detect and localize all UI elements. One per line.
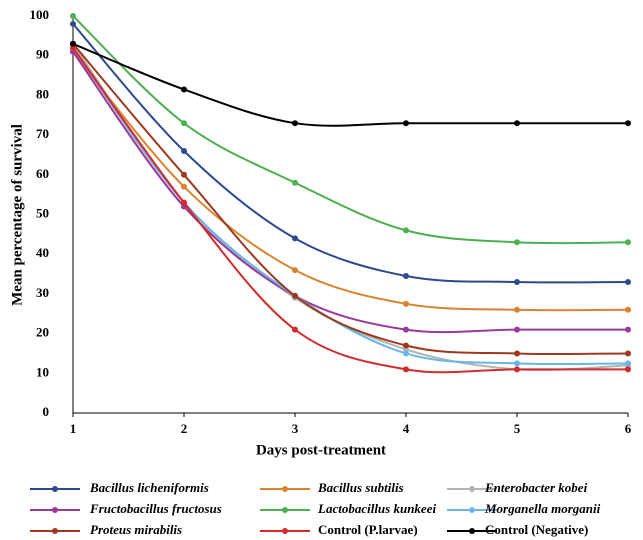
legend-marker <box>52 507 58 513</box>
data-point <box>514 306 520 313</box>
x-tick-label: 6 <box>625 421 632 436</box>
legend-label: Bacillus subtilis <box>317 480 404 495</box>
data-point <box>514 366 520 373</box>
data-point <box>625 120 631 127</box>
series-line <box>72 51 628 334</box>
data-point <box>292 179 298 186</box>
data-point <box>625 239 631 246</box>
data-point <box>403 300 409 307</box>
series-line <box>72 15 629 245</box>
legend-label: Morganella morganii <box>484 501 601 516</box>
y-tick-label: 70 <box>36 126 49 141</box>
data-point <box>181 183 187 190</box>
y-tick-label: 0 <box>43 404 50 419</box>
legend-marker <box>282 507 288 513</box>
data-point <box>181 199 187 206</box>
legend-marker <box>282 486 288 492</box>
data-point <box>403 350 409 357</box>
x-tick-label: 4 <box>403 421 410 436</box>
y-tick-label: 50 <box>36 205 49 220</box>
legend-marker <box>469 486 475 492</box>
y-tick-label: 30 <box>36 285 49 300</box>
data-point <box>514 278 520 285</box>
data-point <box>514 120 520 127</box>
x-axis-label: Days post-treatment <box>256 442 386 458</box>
y-tick-label: 90 <box>36 47 49 62</box>
y-tick-label: 80 <box>36 86 49 101</box>
x-tick-label: 1 <box>70 421 77 436</box>
legend-label: Lactobacillus kunkeei <box>317 501 436 516</box>
data-point <box>292 235 298 242</box>
data-point <box>403 227 409 234</box>
data-point <box>514 326 520 333</box>
series-line <box>72 43 629 356</box>
data-point <box>181 171 187 178</box>
legend-marker <box>52 528 58 534</box>
data-point <box>403 366 409 373</box>
series-line <box>72 23 629 284</box>
data-point <box>514 239 520 246</box>
legend-marker <box>282 528 288 534</box>
data-point <box>292 120 298 127</box>
legend-label: Bacillus licheniformis <box>89 480 209 495</box>
y-tick-label: 20 <box>36 325 49 340</box>
series-line <box>72 43 629 372</box>
data-point <box>625 326 631 333</box>
series-line <box>72 51 629 312</box>
data-point <box>181 86 187 93</box>
data-point <box>625 306 631 313</box>
legend-label: Proteus mirabilis <box>90 522 182 537</box>
legend-label: Enterobacter kobei <box>484 480 588 495</box>
data-point <box>403 273 409 280</box>
data-point <box>292 326 298 333</box>
data-point <box>514 360 520 367</box>
y-tick-label: 100 <box>30 7 50 22</box>
data-point <box>625 278 631 285</box>
data-point <box>625 360 631 367</box>
data-point <box>70 20 76 27</box>
data-point <box>403 326 409 333</box>
x-tick-label: 2 <box>181 421 188 436</box>
y-tick-label: 10 <box>36 364 49 379</box>
legend-marker <box>469 507 475 513</box>
y-axis-label: Mean percentage of survival <box>9 124 25 306</box>
y-tick-label: 60 <box>36 166 49 181</box>
data-point <box>625 350 631 357</box>
data-point <box>514 350 520 357</box>
x-tick-label: 5 <box>514 421 521 436</box>
data-point <box>181 147 187 154</box>
data-point <box>625 366 631 373</box>
data-point <box>70 13 76 19</box>
data-point <box>181 120 187 127</box>
x-tick-label: 3 <box>292 421 299 436</box>
y-tick-label: 40 <box>36 245 49 260</box>
legend-label: Control (Negative) <box>485 522 588 537</box>
data-point <box>292 267 298 274</box>
series-line <box>72 47 629 366</box>
data-point <box>70 40 76 47</box>
legend-marker <box>469 528 475 534</box>
data-point <box>292 292 298 299</box>
data-point <box>403 342 409 349</box>
legend-label: Control (P.larvae) <box>318 522 418 537</box>
legend-marker <box>52 486 58 492</box>
series-line <box>72 42 628 127</box>
legend-label: Fructobacillus fructosus <box>89 501 222 516</box>
data-point <box>403 120 409 127</box>
